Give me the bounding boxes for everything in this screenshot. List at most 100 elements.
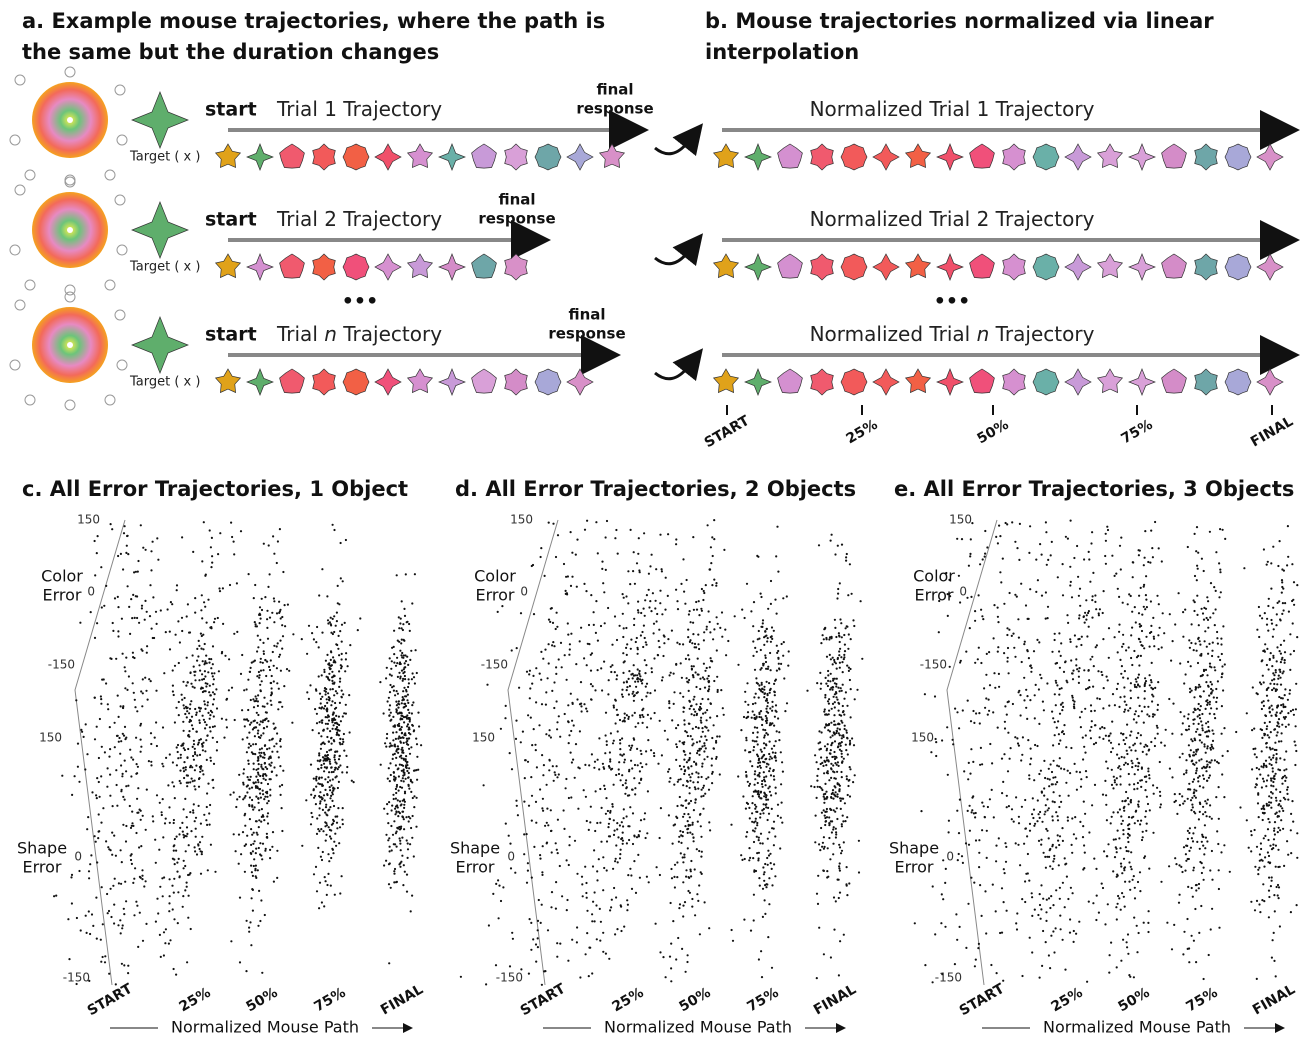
scatter-dot — [978, 712, 980, 714]
scatter-dot — [1119, 659, 1121, 661]
scatter-dot — [581, 883, 583, 885]
scatter-dot — [105, 585, 107, 587]
scatter-dot — [389, 850, 391, 852]
scatter-dot — [708, 685, 710, 687]
scatter-dot — [1044, 777, 1046, 779]
scatter-dot — [254, 753, 256, 755]
scatter-dot — [390, 825, 392, 827]
scatter-dot — [1031, 892, 1033, 894]
scatter-dot — [639, 830, 641, 832]
scatter-dot — [566, 859, 568, 861]
scatter-dot — [624, 660, 626, 662]
scatter-dot — [1021, 754, 1023, 756]
scatter-dot — [1051, 771, 1053, 773]
scatter-dot — [418, 725, 420, 727]
scatter-dot — [1031, 951, 1033, 953]
scatter-dot — [641, 699, 643, 701]
scatter-dot — [1062, 882, 1064, 884]
scatter-dot — [832, 853, 834, 855]
scatter-dot — [553, 707, 555, 709]
scatter-dot — [689, 787, 691, 789]
scatter-dot — [997, 646, 999, 648]
scatter-dot — [96, 938, 98, 940]
scatter-dot — [687, 832, 689, 834]
scatter-dot — [537, 929, 539, 931]
scatter-dot — [230, 940, 232, 942]
scatter-dot — [260, 658, 262, 660]
scatter-dot — [611, 803, 613, 805]
scatter-dot — [321, 674, 323, 676]
scatter-dot — [80, 929, 82, 931]
scatter-dot — [692, 633, 694, 635]
scatter-dot — [333, 805, 335, 807]
scatter-dot — [816, 797, 818, 799]
scatter-dot — [642, 646, 644, 648]
scatter-dot — [176, 746, 178, 748]
scatter-dot — [602, 889, 604, 891]
x-label: 50% — [676, 985, 713, 1016]
scatter-dot — [844, 802, 846, 804]
scatter-dot — [822, 842, 824, 844]
scatter-dot — [529, 918, 531, 920]
scatter-dot — [1048, 768, 1050, 770]
shape-icon — [247, 254, 273, 280]
scatter-dot — [706, 626, 708, 628]
scatter-dot — [644, 599, 646, 601]
scatter-dot — [396, 846, 398, 848]
scatter-dot — [1091, 531, 1093, 533]
scatter-dot — [1016, 912, 1018, 914]
scatter-dot — [1158, 648, 1160, 650]
scatter-dot — [1092, 572, 1094, 574]
scatter-dot — [821, 846, 823, 848]
scatter-dot — [707, 729, 709, 731]
tick-label: 150 — [510, 513, 533, 527]
scatter-dot — [611, 768, 613, 770]
scatter-dot — [607, 693, 609, 695]
scatter-dot — [768, 813, 770, 815]
scatter-dot — [1118, 757, 1120, 759]
scatter-dot — [1120, 537, 1122, 539]
scatter-dot — [757, 766, 759, 768]
scatter-dot — [695, 762, 697, 764]
scatter-dot — [1011, 521, 1013, 523]
scatter-dot — [325, 880, 327, 882]
scatter-dot — [629, 868, 631, 870]
scatter-dot — [780, 663, 782, 665]
scatter-dot — [261, 680, 263, 682]
scatter-dot — [765, 794, 767, 796]
scatter-dot — [173, 845, 175, 847]
scatter-dot — [130, 598, 132, 600]
scatter-dot — [694, 802, 696, 804]
scatter-dot — [613, 740, 615, 742]
scatter-dot — [258, 802, 260, 804]
scatter-dot — [1028, 880, 1030, 882]
scatter-dot — [1102, 612, 1104, 614]
scatter-dot — [694, 643, 696, 645]
scatter-dot — [332, 819, 334, 821]
scatter-dot — [688, 613, 690, 615]
scatter-dot — [180, 757, 182, 759]
scatter-dot — [835, 636, 837, 638]
scatter-dot — [182, 834, 184, 836]
scatter-dot — [638, 537, 640, 539]
scatter-dot — [281, 624, 283, 626]
scatter-dot — [684, 901, 686, 903]
scatter-dot — [957, 859, 959, 861]
scatter-dot — [765, 796, 767, 798]
scatter-dot — [520, 968, 522, 970]
tick-label: -150 — [63, 971, 90, 985]
x-label: 75% — [744, 985, 781, 1016]
scatter-dot — [623, 719, 625, 721]
scatter-dot — [778, 739, 780, 741]
scatter-dot — [201, 617, 203, 619]
scatter-dot — [331, 824, 333, 826]
scatter-dot — [745, 717, 747, 719]
scatter-dot — [680, 778, 682, 780]
scatter-dot — [594, 830, 596, 832]
scatter-dot — [98, 757, 100, 759]
scatter-dot — [827, 743, 829, 745]
shape-icon — [280, 254, 305, 278]
scatter-dot — [248, 931, 250, 933]
scatter-dot — [938, 600, 940, 602]
scatter-dot — [405, 741, 407, 743]
